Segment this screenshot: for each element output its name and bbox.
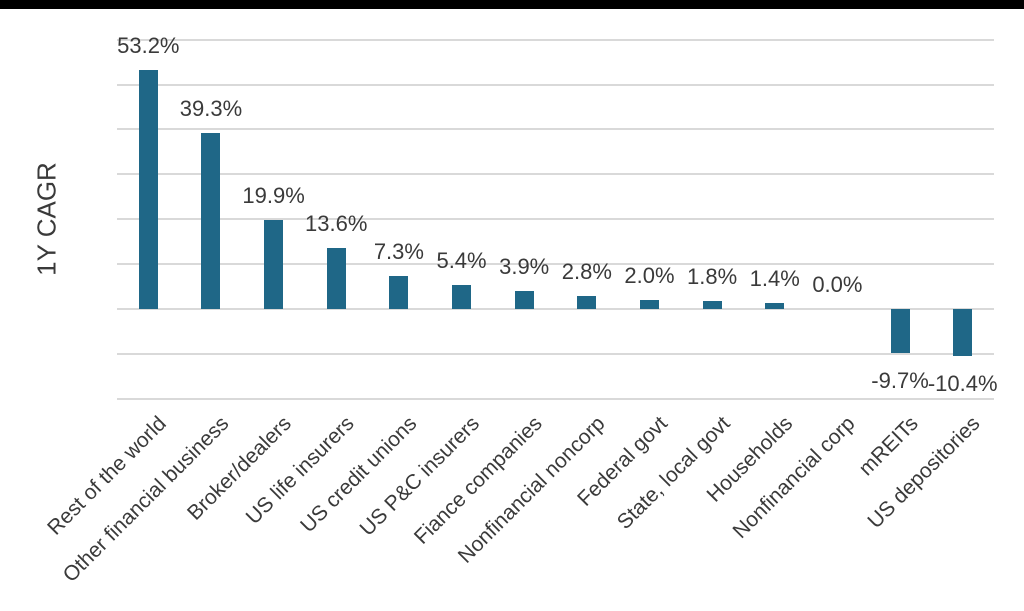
x-axis-label-us-depositories: US depositories bbox=[863, 412, 985, 534]
value-label-mreits: -9.7% bbox=[871, 367, 929, 393]
x-axis-label-state-local-govt: State, local govt bbox=[612, 412, 735, 534]
x-axis-label-us-life-insurers: US life insurers bbox=[241, 412, 359, 529]
bar-us-depositories bbox=[953, 309, 973, 356]
bar-households bbox=[765, 302, 785, 309]
value-label-us-credit-unions: 7.3% bbox=[373, 239, 424, 265]
value-label-rest-of-the-world: 53.2% bbox=[117, 33, 180, 59]
value-label-us-life-insurers: 13.6% bbox=[305, 210, 368, 236]
value-label-nonfinancial-noncorp: 2.8% bbox=[561, 259, 612, 285]
gridline-30 bbox=[117, 173, 994, 176]
value-label-us-p-c-insurers: 5.4% bbox=[436, 247, 487, 273]
y-axis-title: 1Y CAGR bbox=[31, 162, 62, 276]
bar-nonfinancial-noncorp bbox=[577, 296, 597, 309]
value-label-federal-govt: 2.0% bbox=[624, 263, 675, 289]
bar-fiance-companies bbox=[514, 291, 534, 309]
gridline-60 bbox=[117, 38, 994, 41]
bar-state-local-govt bbox=[702, 300, 722, 309]
bar-broker-dealers bbox=[264, 219, 284, 309]
bar-us-life-insurers bbox=[326, 247, 346, 309]
value-label-nonfinancial-corp: 0.0% bbox=[812, 272, 863, 297]
value-label-state-local-govt: 1.8% bbox=[687, 263, 738, 289]
window-top-edge bbox=[0, 0, 1024, 9]
value-label-broker-dealers: 19.9% bbox=[242, 182, 305, 208]
bar-us-credit-unions bbox=[389, 276, 409, 309]
value-label-other-financial-business: 39.3% bbox=[179, 95, 243, 121]
gridline-10 bbox=[117, 263, 994, 266]
value-label-us-depositories: -10.4% bbox=[927, 370, 998, 396]
gridline-20 bbox=[117, 218, 994, 221]
bar-mreits bbox=[890, 309, 910, 353]
bar-other-financial-business bbox=[201, 132, 221, 309]
value-label-fiance-companies: 3.9% bbox=[499, 254, 550, 280]
gridline--20 bbox=[117, 397, 994, 400]
bar-us-p-c-insurers bbox=[452, 284, 472, 309]
gridline-40 bbox=[117, 128, 994, 131]
gridline--10 bbox=[117, 352, 994, 355]
gridline-50 bbox=[117, 83, 994, 86]
bar-federal-govt bbox=[639, 300, 659, 309]
gridline-0 bbox=[117, 308, 994, 310]
value-label-households: 1.4% bbox=[749, 265, 800, 291]
bar-rest-of-the-world bbox=[138, 70, 158, 309]
